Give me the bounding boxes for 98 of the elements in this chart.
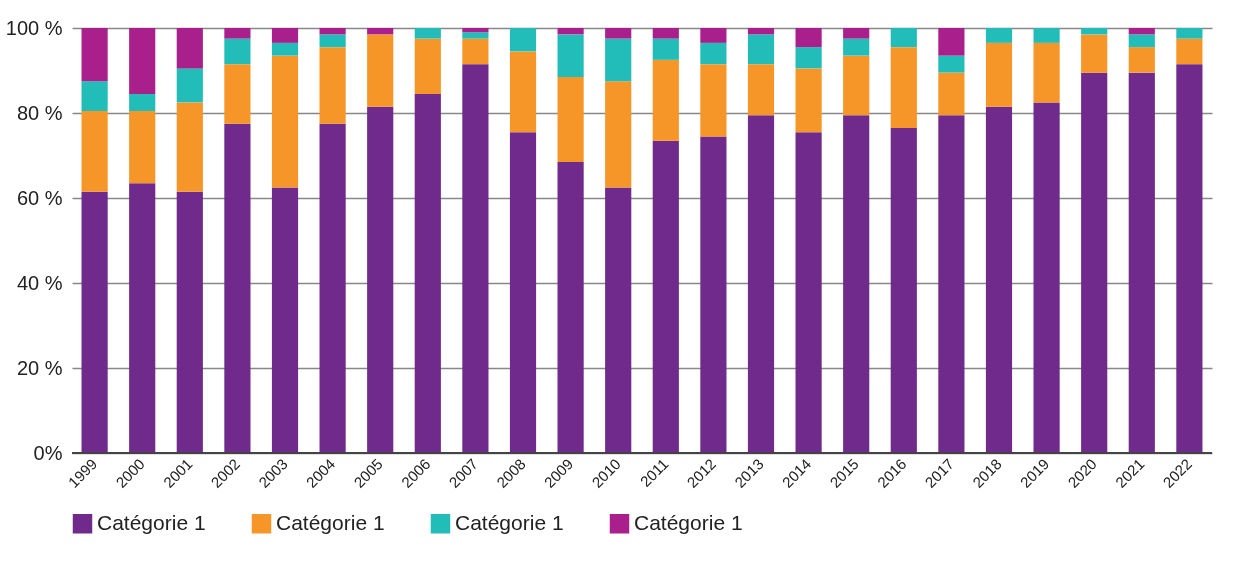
bar <box>985 28 1013 43</box>
bar <box>652 140 679 453</box>
bar <box>176 68 203 103</box>
bar <box>224 38 251 65</box>
bar <box>1081 72 1108 453</box>
bar <box>319 28 346 35</box>
y-tick-label: 0% <box>33 441 63 464</box>
bar <box>319 34 346 48</box>
legend-label: Catégorie 1 <box>97 510 206 534</box>
bar <box>938 28 965 56</box>
bar <box>605 187 632 453</box>
legend-label: Catégorie 1 <box>634 510 743 534</box>
bar <box>747 64 775 116</box>
bar <box>414 93 441 453</box>
bar <box>890 47 917 128</box>
bar <box>462 38 489 65</box>
bar <box>795 28 822 48</box>
bar <box>1033 28 1060 43</box>
bar <box>843 28 870 39</box>
bar <box>414 28 441 39</box>
y-tick-label: 80 % <box>16 101 63 124</box>
bar <box>1128 28 1155 35</box>
bar <box>271 28 299 43</box>
bar <box>843 38 870 56</box>
bar <box>843 55 870 116</box>
bar <box>843 115 870 453</box>
bar <box>176 191 203 453</box>
bar <box>557 28 584 35</box>
bar <box>1128 34 1155 48</box>
bar <box>414 38 441 94</box>
bar <box>747 28 775 35</box>
bar <box>224 28 251 39</box>
legend-label: Catégorie 1 <box>455 510 564 534</box>
bar <box>557 76 584 162</box>
bar <box>795 132 822 453</box>
bar <box>367 34 394 107</box>
legend-label: Catégorie 1 <box>276 510 385 534</box>
bar <box>985 106 1013 453</box>
bar <box>509 28 537 52</box>
bar <box>938 115 965 453</box>
bar <box>1081 34 1108 73</box>
bar <box>509 51 537 133</box>
bar <box>1176 64 1203 453</box>
bar <box>176 28 203 69</box>
bar <box>367 28 394 35</box>
bar <box>1033 102 1060 453</box>
bar <box>129 28 156 94</box>
bar <box>700 28 727 43</box>
bar <box>557 34 584 77</box>
bar <box>176 102 203 192</box>
bar <box>795 47 822 69</box>
bar <box>1033 42 1060 103</box>
bar <box>81 191 108 453</box>
bar <box>747 34 775 65</box>
bar <box>271 55 299 188</box>
bar <box>605 28 632 39</box>
bar <box>129 93 156 111</box>
bar <box>224 123 251 453</box>
bar <box>652 28 679 39</box>
bar <box>890 28 917 48</box>
bar <box>795 68 822 133</box>
bar <box>605 81 632 188</box>
bar <box>938 55 965 73</box>
bar <box>129 183 156 453</box>
bar <box>367 106 394 453</box>
bar <box>224 64 251 124</box>
bar <box>1176 38 1203 65</box>
bar <box>1128 72 1155 453</box>
bar <box>700 64 727 137</box>
y-tick-label: 40 % <box>16 271 63 294</box>
y-tick-label: 20 % <box>16 356 63 379</box>
bar <box>890 127 917 453</box>
bar <box>652 59 679 141</box>
bar <box>462 28 489 33</box>
y-tick-label: 100 % <box>5 16 63 39</box>
bar <box>652 38 679 60</box>
bar <box>81 110 108 192</box>
bar <box>271 42 299 56</box>
bar <box>509 132 537 453</box>
bar <box>81 81 108 111</box>
bar <box>700 42 727 65</box>
bar <box>319 123 346 453</box>
bar <box>1176 28 1203 39</box>
bar <box>271 187 299 453</box>
bar <box>1081 28 1108 35</box>
bar <box>747 115 775 453</box>
bar <box>985 42 1013 107</box>
bar <box>319 47 346 124</box>
bar <box>462 64 489 453</box>
bar <box>557 161 584 453</box>
y-tick-label: 60 % <box>16 186 63 209</box>
bar <box>129 110 156 184</box>
bar <box>462 32 489 39</box>
bar <box>938 72 965 116</box>
bar <box>1128 47 1155 73</box>
bar <box>700 136 727 453</box>
bar <box>605 38 632 82</box>
bar <box>81 28 108 82</box>
